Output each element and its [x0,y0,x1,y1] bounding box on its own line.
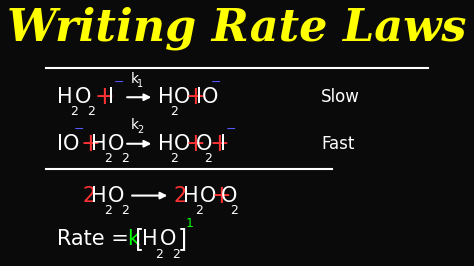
Text: H: H [91,186,107,206]
Text: Slow: Slow [321,88,360,106]
Text: O: O [221,186,237,206]
Text: H: H [91,134,107,154]
Text: I: I [108,87,114,107]
Text: [: [ [135,227,144,251]
Text: 2: 2 [137,126,143,135]
Text: 2: 2 [195,204,203,217]
Text: −: − [226,123,236,136]
Text: O: O [75,87,91,107]
Text: IO: IO [57,134,80,154]
Text: k: k [131,118,139,132]
Text: k: k [131,72,139,86]
Text: O: O [159,229,176,250]
Text: 2: 2 [121,152,129,165]
Text: H: H [157,134,173,154]
Text: H: H [57,87,73,107]
Text: 2: 2 [205,152,212,165]
Text: +: + [211,184,231,207]
Text: +: + [185,132,205,156]
Text: Rate =: Rate = [57,229,136,250]
Text: 2: 2 [170,105,178,118]
Text: 2: 2 [87,105,95,118]
Text: k: k [127,229,139,250]
Text: 2: 2 [121,204,129,217]
Text: O: O [174,134,191,154]
Text: +: + [185,85,205,109]
Text: −: − [211,76,221,89]
Text: O: O [196,134,212,154]
Text: 2: 2 [174,186,187,206]
Text: 2: 2 [104,152,111,165]
Text: O: O [174,87,191,107]
Text: 2: 2 [82,186,96,206]
Text: IO: IO [196,87,218,107]
Text: O: O [200,186,216,206]
Text: 2: 2 [172,248,180,260]
Text: H: H [142,229,158,250]
Text: 1: 1 [137,79,143,89]
Text: O: O [108,186,125,206]
Text: O: O [108,134,125,154]
Text: ]: ] [177,227,187,251]
Text: H: H [157,87,173,107]
Text: 2: 2 [170,152,178,165]
Text: 1: 1 [186,217,194,230]
Text: I: I [220,134,226,154]
Text: +: + [210,132,229,156]
Text: 2: 2 [70,105,78,118]
Text: −: − [114,76,125,89]
Text: +: + [95,85,115,109]
Text: H: H [183,186,199,206]
Text: −: − [73,123,84,136]
Text: 2: 2 [230,204,238,217]
Text: Writing Rate Laws: Writing Rate Laws [7,6,467,50]
Text: Fast: Fast [321,135,355,153]
Text: 2: 2 [104,204,111,217]
Text: +: + [81,132,100,156]
Text: 2: 2 [155,248,163,260]
